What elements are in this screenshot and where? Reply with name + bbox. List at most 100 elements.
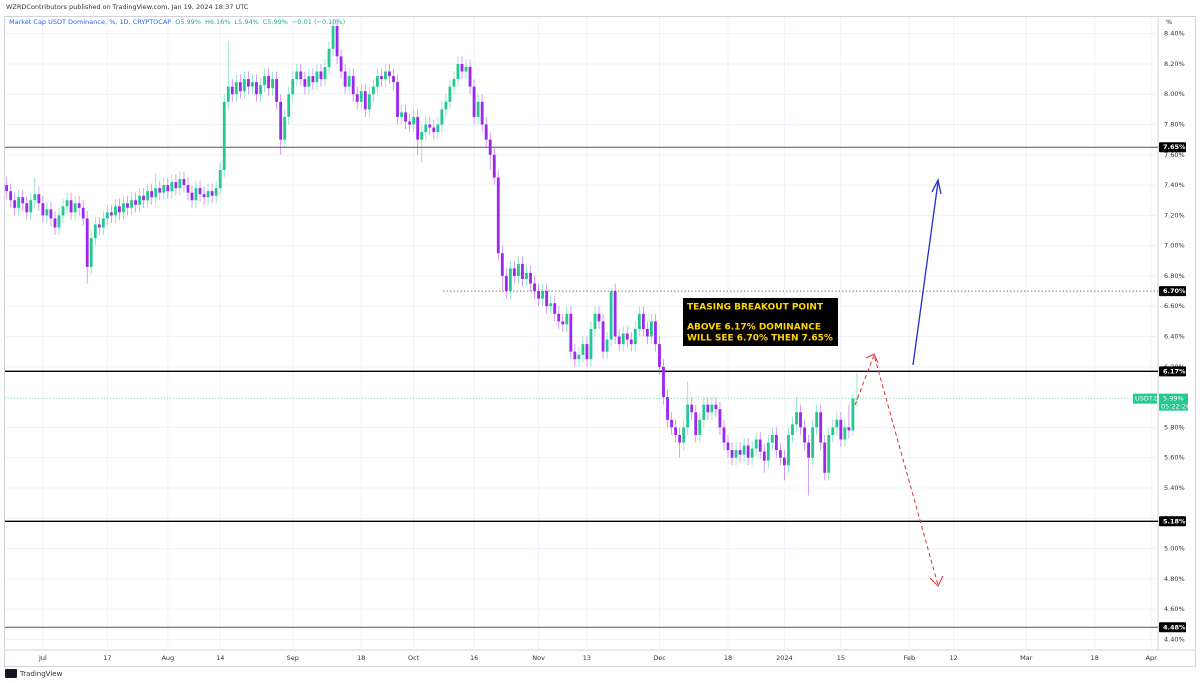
annotation-line: WILL SEE 6.70% THEN 7.65% — [687, 334, 833, 344]
level-tag-label: 6.70% — [1163, 287, 1186, 295]
price-tag-label: 5.99% — [1163, 395, 1184, 403]
candle-body — [327, 48, 331, 67]
candle-body — [49, 209, 53, 219]
candle-body — [851, 398, 855, 431]
candle-body — [214, 188, 218, 196]
candle-body — [89, 238, 93, 267]
candle-body — [428, 124, 432, 128]
candle-body — [182, 179, 186, 186]
candle-body — [633, 328, 637, 345]
candle-body — [593, 313, 597, 329]
candle-body — [363, 91, 367, 110]
candle-body — [686, 404, 690, 428]
candle-body — [226, 86, 230, 102]
candle-body — [307, 76, 311, 87]
candle-body — [283, 116, 287, 140]
candle-body — [589, 328, 593, 360]
candle-body — [645, 328, 649, 337]
candle-body — [605, 339, 609, 352]
x-tick-label: 15 — [837, 654, 845, 662]
candle-body — [416, 116, 420, 140]
candle-body — [815, 412, 819, 428]
candle-body — [77, 203, 81, 208]
candle-body — [561, 321, 565, 325]
candle-body — [444, 101, 448, 110]
y-tick-label: 5.00% — [1164, 545, 1185, 553]
candle-body — [601, 321, 605, 352]
price-tag — [1159, 393, 1188, 411]
legend-value: L5.94% — [235, 18, 259, 26]
candle-body — [166, 185, 170, 192]
candle-body — [388, 71, 391, 77]
candle-body — [710, 404, 714, 413]
candle-body — [178, 179, 182, 189]
candle-body — [839, 419, 843, 440]
candle-body — [690, 404, 694, 413]
level-tag — [1159, 142, 1186, 153]
level-tag — [1159, 622, 1186, 633]
candle-body — [222, 101, 226, 170]
candle-body — [170, 182, 174, 192]
level-tag-label: 4.48% — [1163, 623, 1186, 631]
candle-body — [118, 206, 121, 213]
candle-body — [303, 79, 307, 87]
candle-body — [722, 427, 726, 443]
candle-body — [545, 291, 549, 307]
candle-body — [202, 194, 206, 198]
candle-body — [9, 191, 13, 201]
level-tag — [1159, 366, 1186, 377]
candle-body — [529, 272, 532, 284]
candle-body — [654, 321, 657, 345]
candle-body — [61, 206, 65, 216]
candle-body — [621, 333, 625, 345]
candle-body — [311, 76, 315, 83]
candle-body — [585, 344, 589, 360]
candle-body — [799, 412, 802, 428]
candle-body — [730, 450, 734, 458]
candle-body — [436, 124, 440, 133]
symbol-legend: Market Cap USDT Dominance, %, 1D, CRYPTO… — [9, 18, 171, 26]
candle-body — [488, 139, 492, 155]
unit-label: % — [1166, 18, 1172, 26]
x-tick-label: 16 — [470, 654, 478, 662]
candle-body — [33, 194, 37, 201]
candle-body — [238, 82, 242, 92]
candle-body — [21, 197, 25, 204]
candle-body — [750, 448, 754, 458]
candle-body — [255, 82, 258, 95]
candle-body — [803, 427, 806, 443]
candle-body — [206, 191, 210, 198]
candle-body — [126, 203, 129, 208]
candle-body — [674, 427, 678, 435]
candle-body — [158, 188, 162, 193]
candle-body — [242, 79, 246, 92]
candle-body — [678, 434, 682, 443]
candle-body — [275, 79, 279, 102]
up-arrow-head — [931, 178, 942, 195]
candle-body — [650, 321, 653, 337]
candle-body — [299, 71, 303, 80]
candle-body — [109, 212, 113, 216]
candle-body — [347, 76, 351, 87]
candle-body — [666, 397, 669, 420]
candle-body — [291, 79, 295, 95]
candle-body — [609, 291, 613, 340]
candle-body — [25, 203, 29, 213]
level-tag-label: 5.18% — [1163, 517, 1186, 525]
level-tag-label: 7.65% — [1163, 143, 1186, 151]
candle-body — [379, 76, 383, 80]
candle-body — [392, 76, 395, 83]
candle-body — [480, 101, 484, 125]
candle-body — [367, 94, 371, 110]
candle-body — [251, 82, 254, 87]
candle-body — [783, 457, 786, 466]
candle-body — [339, 56, 343, 72]
x-tick-label: Nov — [532, 654, 545, 662]
candle-body — [73, 203, 77, 213]
candle-body — [734, 450, 738, 458]
x-tick-label: Sep — [287, 654, 299, 662]
y-tick-label: 4.80% — [1164, 575, 1185, 583]
y-tick-label: 7.40% — [1164, 181, 1185, 189]
candle-body — [754, 439, 758, 449]
candle-body — [319, 71, 323, 80]
